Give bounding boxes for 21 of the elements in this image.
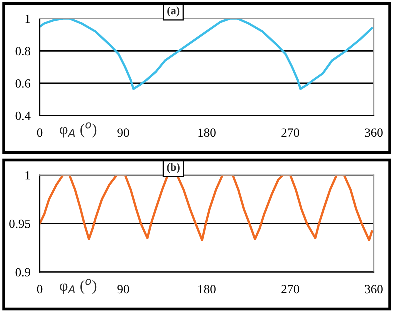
y-tick-label: 1	[26, 14, 30, 24]
x-tick-label: 0	[37, 128, 43, 138]
y-tick-label: 0.95	[10, 220, 30, 228]
x-tick-label: 270	[282, 128, 300, 138]
x-tick-label: 270	[282, 285, 300, 294]
y-tick-label: 0.8	[16, 47, 30, 56]
x-axis-title: φ$_{A}$ ($^{o}$)	[60, 122, 97, 138]
text: (a)	[168, 6, 180, 17]
y-tick-label: 1	[26, 171, 30, 180]
x-axis-title: φ$_{A}$ ($^{o}$)	[60, 279, 97, 294]
x-tick-label: 90	[118, 128, 130, 138]
text: (b)	[167, 163, 180, 174]
x-tick-label: 0	[37, 285, 43, 294]
x-tick-label: 180	[198, 128, 216, 138]
x-tick-label: 180	[198, 285, 216, 294]
x-tick-label: 90	[118, 285, 130, 294]
x-tick-label: 360	[365, 285, 383, 294]
y-tick-label: 0.9	[16, 268, 30, 277]
x-tick-label: 360	[365, 128, 383, 138]
y-tick-label: 0.4	[16, 112, 31, 120]
y-tick-label: 0.6	[16, 79, 31, 88]
